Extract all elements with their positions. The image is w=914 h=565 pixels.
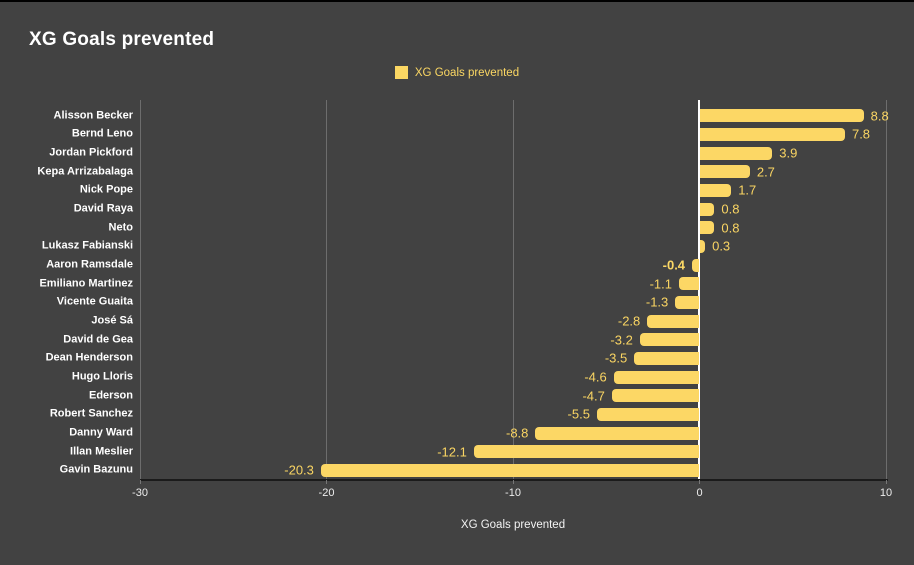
bar-value-label: 8.8 [870,108,889,124]
bar[interactable] [699,109,864,123]
category-label: Ederson [88,389,133,402]
gridline [885,100,887,480]
category-label: Kepa Arrizabalaga [37,165,133,178]
bar[interactable] [699,146,773,160]
bar-value-label: 1.7 [738,182,757,198]
category-label: Aaron Ramsdale [46,258,133,271]
bar-value-label: 2.7 [756,164,775,180]
bar-value-label: 0.8 [721,201,740,217]
x-tick-label: -10 [505,487,521,499]
bar-value-label: -0.4 [662,257,686,273]
bar[interactable] [320,463,700,477]
bar[interactable] [596,407,700,421]
bar-value-label: -20.3 [284,462,314,478]
bar[interactable] [699,165,750,179]
tick-mark [885,480,887,484]
bar-value-label: -3.2 [610,332,633,348]
category-label: Neto [108,221,133,234]
bar[interactable] [639,333,700,347]
bar-value-label: -4.7 [582,388,605,404]
bar-value-label: -1.3 [645,294,669,310]
category-label: Danny Ward [69,426,133,439]
category-label: Bernd Leno [71,127,133,140]
bar-value-label: -1.1 [649,276,672,292]
x-tick-label: 0 [696,487,703,499]
bar[interactable] [634,351,700,365]
bar-value-label: -8.8 [505,425,529,441]
category-label: Emiliano Martinez [39,277,133,290]
tick-mark [326,480,327,484]
bar[interactable] [473,445,700,459]
x-tick-label: -20 [318,487,335,499]
category-label: Lukasz Fabianski [41,239,133,252]
top-border [0,0,914,2]
bar-value-label: -4.6 [584,369,607,385]
legend-label: XG Goals prevented [414,66,520,79]
bar[interactable] [535,426,700,440]
tick-mark [699,480,700,484]
gridline [139,100,141,480]
bar-value-label: -12.1 [437,444,467,460]
bar[interactable] [699,127,845,141]
category-label: David de Gea [63,333,133,346]
category-label: Robert Sanchez [49,407,133,420]
bar[interactable] [611,389,700,403]
category-label: Jordan Pickford [49,146,133,159]
bar-value-label: 0.3 [712,238,731,254]
bar-value-label: 3.9 [779,145,798,161]
bar[interactable] [699,202,715,216]
category-label: Illan Meslier [70,445,133,458]
bar-value-label: -3.5 [604,350,628,366]
category-label: José Sá [91,314,133,327]
gridline [512,100,514,480]
bar[interactable] [699,239,706,253]
chart-title: XG Goals prevented [29,29,215,50]
category-label: Dean Henderson [45,351,133,364]
bar-value-label: -2.8 [617,313,641,329]
category-label: Hugo Lloris [71,370,133,383]
x-tick-label: 10 [879,487,893,499]
bar[interactable] [678,277,700,291]
category-label: Nick Pope [79,183,133,196]
bar[interactable] [699,221,715,235]
gridline [326,100,327,480]
legend-swatch-icon [394,66,408,79]
x-axis-title: XG Goals prevented [460,519,566,531]
category-label: Alisson Becker [53,109,133,122]
legend-item[interactable]: XG Goals prevented [0,66,914,79]
category-label: Gavin Bazunu [59,463,133,476]
x-axis-line [140,479,888,481]
bar-value-label: 0.8 [721,220,740,236]
bar[interactable] [613,370,700,384]
bar[interactable] [647,314,700,328]
bar-value-label: -5.5 [567,406,590,422]
bar-value-label: 7.8 [851,126,871,142]
bar[interactable] [675,295,700,309]
tick-mark [512,480,514,484]
bar[interactable] [699,183,732,197]
tick-mark [139,480,141,484]
bar[interactable] [692,258,700,272]
category-label: Vicente Guaita [56,295,133,308]
category-label: David Raya [73,202,133,215]
x-tick-label: -30 [132,487,148,499]
